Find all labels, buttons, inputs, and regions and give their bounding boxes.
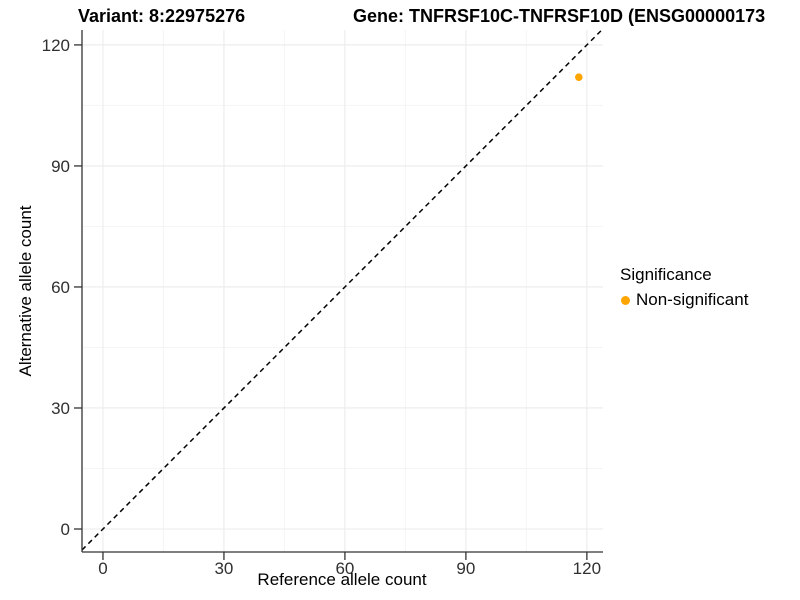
legend-item-label: Non-significant [636, 290, 749, 309]
y-tick-label: 60 [51, 278, 70, 297]
y-tick-label: 0 [61, 520, 70, 539]
x-tick-label: 120 [573, 559, 601, 578]
identity-dashed-line [81, 29, 603, 551]
x-tick-label: 60 [335, 559, 354, 578]
x-axis-title: Reference allele count [257, 570, 427, 589]
x-tick-label: 90 [456, 559, 475, 578]
legend-title: Significance [620, 265, 712, 284]
y-tick-label: 90 [51, 157, 70, 176]
y-tick-label: 30 [51, 399, 70, 418]
legend-item: Non-significant [621, 290, 748, 310]
gene-title: Gene: TNFRSF10C-TNFRSF10D (ENSG00000173 [353, 6, 766, 26]
data-point [575, 73, 583, 81]
x-tick-label: 0 [98, 559, 107, 578]
x-tick-label: 30 [214, 559, 233, 578]
y-axis-title: Alternative allele count [16, 205, 35, 377]
legend-key-dot-icon [621, 295, 630, 305]
legend: Significance Non-significant [620, 265, 748, 310]
legend-items: Non-significant [620, 290, 748, 310]
variant-title: Variant: 8:22975276 [78, 6, 246, 26]
y-tick-label: 120 [42, 36, 70, 55]
